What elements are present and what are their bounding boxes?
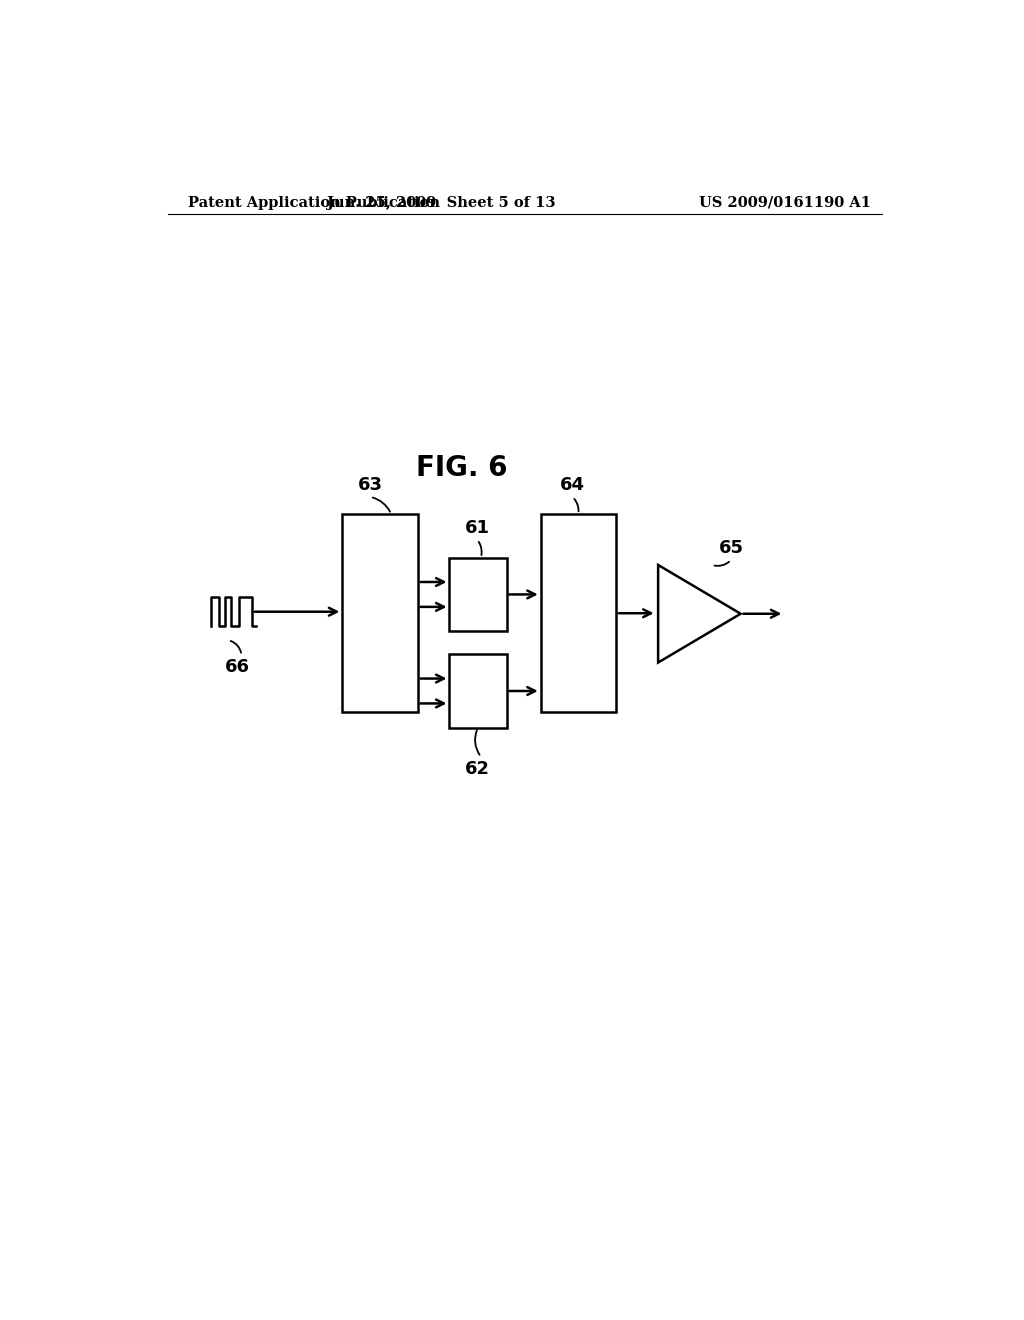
Bar [342, 515, 418, 713]
Text: 63: 63 [357, 475, 383, 494]
Text: 65: 65 [719, 539, 743, 557]
Text: 66: 66 [225, 659, 250, 676]
Text: Jun. 25, 2009  Sheet 5 of 13: Jun. 25, 2009 Sheet 5 of 13 [328, 195, 556, 210]
Bar [450, 558, 507, 631]
Text: US 2009/0161190 A1: US 2009/0161190 A1 [699, 195, 871, 210]
Bar [541, 515, 616, 713]
Bar [450, 655, 507, 727]
Text: FIG. 6: FIG. 6 [416, 454, 507, 482]
Text: 62: 62 [465, 760, 489, 777]
Text: 61: 61 [465, 519, 489, 536]
Text: Patent Application Publication: Patent Application Publication [187, 195, 439, 210]
Text: 64: 64 [560, 475, 585, 494]
